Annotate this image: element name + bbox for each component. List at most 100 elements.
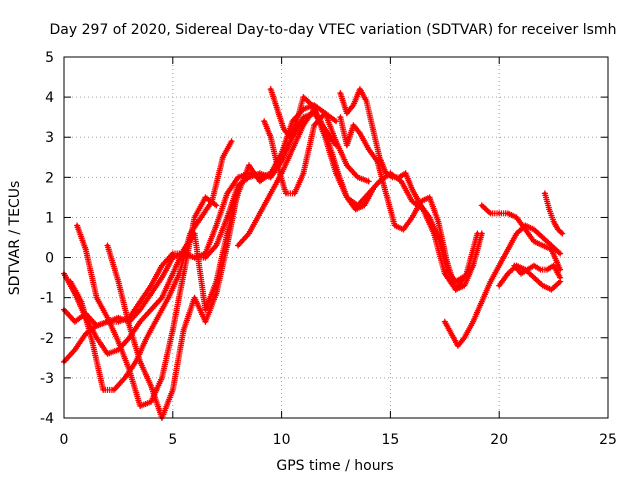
data-point (319, 119, 323, 123)
series-track-13 (478, 202, 564, 273)
data-point (90, 340, 94, 344)
data-point (127, 324, 131, 328)
data-point (258, 211, 262, 215)
data-point (471, 320, 475, 324)
data-point (230, 139, 234, 143)
data-point (558, 276, 562, 280)
data-point (290, 119, 295, 123)
data-point (193, 296, 197, 300)
x-tick-label: 25 (599, 432, 617, 448)
data-point (549, 247, 554, 252)
data-point (160, 296, 164, 300)
data-point (541, 284, 545, 288)
data-point (552, 219, 556, 224)
data-point (75, 223, 79, 228)
data-point (293, 191, 297, 195)
data-point (506, 247, 510, 252)
data-point (471, 264, 475, 268)
data-point (160, 264, 164, 268)
data-point (199, 215, 203, 219)
data-point (367, 147, 371, 151)
data-point (262, 119, 266, 123)
data-point (225, 243, 229, 248)
data-point (101, 388, 105, 392)
data-point (480, 231, 484, 236)
data-point (375, 159, 379, 163)
data-point (532, 239, 536, 244)
data-point (480, 203, 484, 207)
data-point (105, 243, 110, 248)
data-point (327, 143, 332, 147)
data-point (203, 256, 207, 260)
data-point (301, 115, 305, 119)
data-point (384, 191, 388, 195)
data-point (556, 227, 560, 232)
data-point (345, 111, 349, 115)
data-point (290, 147, 295, 151)
data-point (116, 280, 120, 284)
data-point (193, 215, 197, 219)
data-point (454, 288, 458, 292)
data-point (410, 199, 414, 203)
data-point (351, 123, 355, 127)
data-point (288, 135, 292, 139)
data-point (105, 352, 110, 356)
data-point (475, 231, 479, 236)
data-point (436, 219, 440, 224)
data-point (358, 131, 362, 135)
data-point (214, 223, 218, 228)
data-point (323, 111, 327, 115)
data-point (364, 99, 369, 103)
data-point (371, 127, 375, 131)
data-point (515, 231, 519, 236)
data-point (247, 163, 251, 167)
data-point (112, 388, 116, 392)
x-tick-label: 0 (60, 432, 69, 448)
data-point (236, 243, 240, 248)
data-point (301, 171, 305, 175)
data-point (95, 336, 99, 340)
data-point (345, 195, 349, 199)
data-point (149, 284, 153, 288)
data-point (149, 384, 153, 388)
data-point (480, 300, 484, 304)
data-point (428, 215, 432, 219)
data-point (371, 187, 375, 191)
data-point (73, 320, 77, 324)
data-point (497, 211, 501, 215)
data-point (310, 103, 314, 107)
data-point (515, 215, 519, 219)
y-tick-label: 1 (45, 210, 54, 226)
data-point (225, 215, 229, 219)
axis-ticks: 0 5 10 15 20 25 -4 -3 -2 -1 0 1 2 3 4 5 (40, 50, 617, 448)
series-track-9 (267, 86, 376, 213)
data-point (214, 292, 218, 296)
data-point (354, 207, 358, 211)
y-tick-label: 5 (45, 50, 54, 66)
data-point (282, 127, 286, 131)
data-point (214, 203, 218, 207)
data-point (247, 175, 251, 179)
data-point (419, 199, 423, 203)
series-track-6 (104, 186, 242, 421)
data-point (560, 231, 564, 236)
data-point (269, 171, 273, 175)
y-tick-label: -2 (40, 331, 54, 347)
data-point (301, 95, 305, 99)
data-point (171, 251, 175, 256)
data-point (397, 175, 401, 179)
data-point (171, 388, 175, 392)
data-point (462, 336, 466, 340)
data-point (73, 348, 77, 352)
data-point (214, 243, 218, 248)
data-point (236, 187, 240, 191)
data-point (138, 308, 142, 312)
series-track-16 (541, 190, 566, 237)
data-point (338, 115, 342, 119)
data-point (558, 280, 562, 284)
y-tick-label: 2 (45, 170, 54, 186)
data-point (284, 191, 288, 195)
data-point (269, 191, 273, 195)
data-point (247, 231, 251, 236)
data-point (506, 211, 510, 215)
